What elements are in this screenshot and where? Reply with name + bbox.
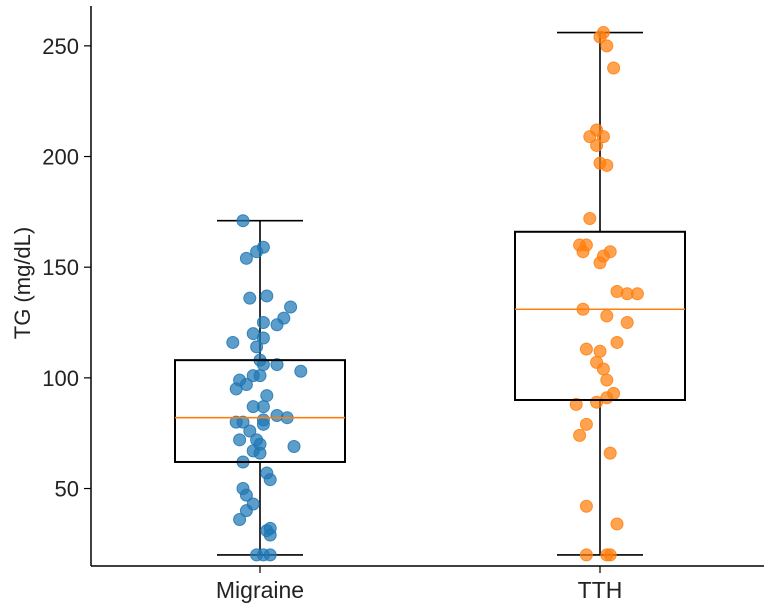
data-point (250, 340, 264, 354)
y-axis-label: TG (mg/dL) (10, 227, 35, 339)
data-point (573, 428, 587, 442)
data-point (600, 373, 614, 387)
data-point (256, 417, 270, 431)
data-point (576, 245, 590, 259)
data-point (256, 316, 270, 330)
data-point (243, 424, 257, 438)
data-point (260, 389, 274, 403)
data-point (593, 344, 607, 358)
data-point (603, 446, 617, 460)
data-point (270, 358, 284, 372)
data-point (579, 548, 593, 562)
data-point (596, 130, 610, 144)
iqr-box (174, 359, 346, 463)
data-point (579, 499, 593, 513)
data-point (256, 400, 270, 414)
data-point (294, 364, 308, 378)
data-point (593, 30, 607, 44)
points-migraine (226, 214, 308, 562)
y-axis: 50 100 150 200 250 (42, 6, 92, 566)
data-point (603, 548, 617, 562)
data-point (253, 446, 267, 460)
data-point (583, 211, 597, 225)
data-point (226, 335, 240, 349)
data-point (256, 331, 270, 345)
y-tick-label: 200 (42, 145, 79, 170)
data-point (610, 335, 624, 349)
data-point (579, 417, 593, 431)
data-point (600, 158, 614, 172)
data-point (239, 504, 253, 518)
data-point (620, 316, 634, 330)
data-point (610, 517, 624, 531)
data-point (596, 362, 610, 376)
box-group-tth (514, 26, 686, 562)
data-point (233, 433, 247, 447)
data-point (270, 318, 284, 332)
data-point (590, 138, 604, 152)
y-tick-label: 100 (42, 366, 79, 391)
data-point (260, 289, 274, 303)
points-tth (569, 26, 644, 562)
data-point (233, 513, 247, 527)
y-tick-label: 150 (42, 255, 79, 280)
y-tick-label: 50 (55, 477, 79, 502)
data-point (284, 300, 298, 314)
y-tick-label: 250 (42, 34, 79, 59)
data-point (239, 251, 253, 265)
x-tick-label-tth: TTH (578, 577, 623, 603)
data-point (229, 382, 243, 396)
box-group-migraine (174, 214, 346, 562)
x-tick-label-migraine: Migraine (216, 577, 304, 603)
data-point (630, 287, 644, 301)
data-point (569, 397, 583, 411)
data-point (590, 395, 604, 409)
data-point (593, 256, 607, 270)
data-point (263, 528, 277, 542)
iqr-box (514, 230, 686, 401)
data-point (579, 342, 593, 356)
data-point (243, 291, 257, 305)
data-point (250, 245, 264, 259)
data-point (600, 309, 614, 323)
data-point (600, 39, 614, 53)
data-point (236, 214, 250, 228)
data-point (246, 369, 260, 383)
x-axis: Migraine TTH (91, 565, 764, 603)
plot-content (174, 26, 686, 562)
data-point (229, 415, 243, 429)
data-point (263, 548, 277, 562)
data-point (263, 473, 277, 487)
data-point (287, 439, 301, 453)
data-point (607, 61, 621, 75)
data-point (239, 488, 253, 502)
